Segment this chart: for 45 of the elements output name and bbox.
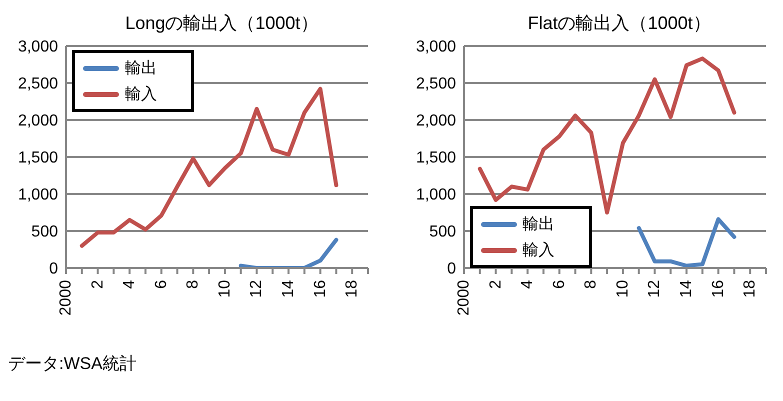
y-tick-label: 0 [49, 260, 58, 278]
x-tick-label: 16 [312, 280, 329, 298]
legend-label: 輸入 [522, 240, 554, 260]
x-tick-label: 12 [646, 280, 663, 298]
y-tick-label: 500 [31, 224, 58, 241]
x-tick-label: 12 [248, 280, 266, 298]
y-tick-label: 0 [446, 260, 456, 278]
x-tick-label: 6 [550, 280, 568, 289]
legend-label: 輸出 [522, 214, 554, 234]
y-tick-label: 1,000 [415, 186, 456, 204]
line-series [238, 238, 338, 268]
x-tick-label: 8 [582, 280, 600, 289]
x-tick-label: 2000 [58, 280, 74, 316]
legend-label: 輸入 [125, 84, 157, 104]
y-tick-label: 2,500 [415, 76, 456, 93]
x-tick-label: 16 [709, 280, 726, 298]
x-tick-label: 4 [121, 280, 138, 289]
x-tick-label: 2000 [455, 280, 472, 316]
chart-title: Longの輸出入（1000t） [124, 12, 320, 35]
y-tick-label: 500 [428, 224, 456, 241]
y-tick-label: 3,000 [415, 38, 456, 56]
x-tick-label: 18 [741, 280, 758, 298]
legend-label: 輸出 [125, 58, 157, 78]
text: データ:WSA統計 [8, 353, 138, 375]
y-tick-label: 2,000 [415, 112, 456, 130]
y-tick-label: 3,000 [18, 38, 58, 56]
chart-title: Flatの輸出入（1000t） [526, 12, 712, 35]
x-tick-label: 18 [344, 280, 361, 298]
y-tick-label: 1,500 [18, 150, 58, 167]
x-tick-label: 10 [614, 280, 631, 298]
x-tick-label: 14 [280, 280, 298, 298]
x-tick-label: 4 [518, 280, 536, 289]
line-series [477, 56, 736, 214]
y-tick-label: 1,500 [415, 150, 456, 167]
line-series [636, 217, 736, 268]
y-tick-label: 2,500 [18, 76, 58, 93]
y-tick-label: 2,000 [18, 112, 58, 130]
x-tick-label: 6 [152, 280, 170, 289]
x-tick-label: 8 [184, 280, 202, 289]
x-tick-label: 14 [678, 280, 695, 298]
x-tick-label: 2 [486, 280, 504, 289]
x-tick-label: 10 [216, 280, 234, 298]
line-series [80, 86, 338, 248]
x-tick-label: 2 [89, 280, 106, 289]
y-tick-label: 1,000 [18, 186, 58, 204]
